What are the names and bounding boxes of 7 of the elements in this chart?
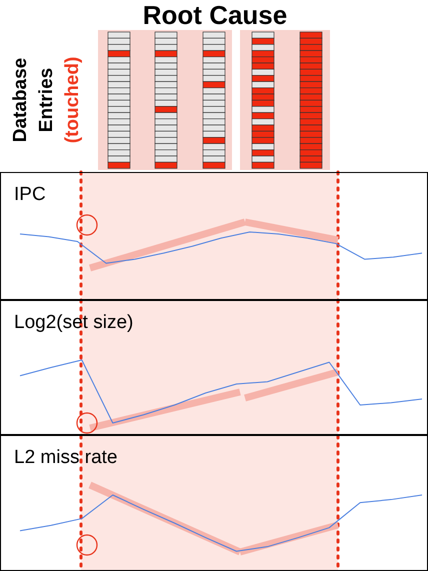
- text: (touched): [62, 56, 83, 144]
- chart-title: IPC: [14, 184, 46, 205]
- text: Entries: [36, 68, 57, 132]
- chart-title: L2 miss rate: [14, 447, 118, 468]
- text: Database: [10, 58, 31, 142]
- text: Root Cause: [142, 0, 288, 30]
- chart-title: Log2(set size): [14, 312, 134, 333]
